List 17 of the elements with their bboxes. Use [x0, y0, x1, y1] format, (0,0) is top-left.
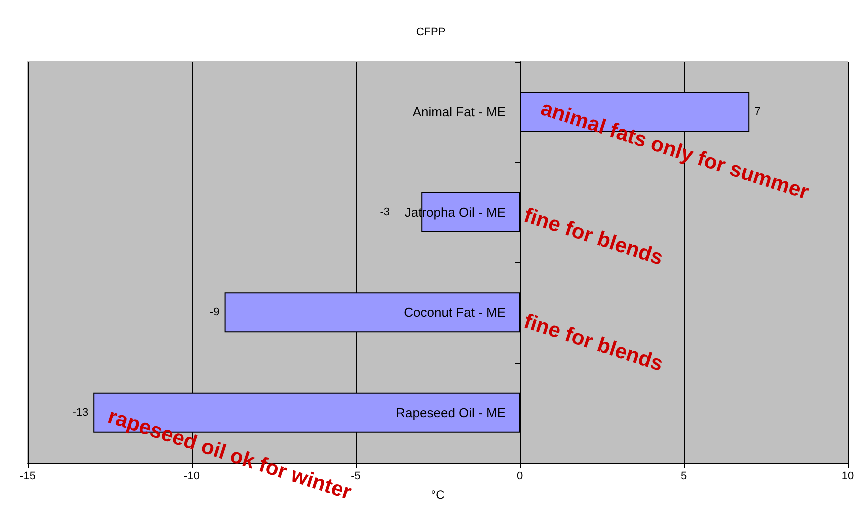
x-tick-label: -10 — [184, 470, 200, 482]
data-label: -9 — [210, 306, 220, 319]
x-tick-label: 10 — [842, 470, 854, 482]
x-tick-label: -15 — [20, 470, 36, 482]
annotation: fine for blends — [521, 204, 666, 270]
chart-title: CFPP — [416, 26, 446, 38]
y-tick-label: Animal Fat - ME — [412, 104, 506, 120]
x-axis-title: °C — [431, 488, 446, 502]
x-tick-label: -5 — [351, 470, 361, 482]
annotation: fine for blends — [521, 310, 666, 376]
x-tick-label: 0 — [516, 470, 524, 482]
y-tick-label: Rapeseed Oil - ME — [396, 405, 506, 420]
data-label: -13 — [72, 406, 89, 419]
data-label: 7 — [754, 106, 761, 118]
y-tick-label: Coconut Fat - ME — [404, 305, 506, 320]
data-label: -3 — [380, 206, 390, 218]
x-tick-label: 5 — [680, 470, 688, 482]
